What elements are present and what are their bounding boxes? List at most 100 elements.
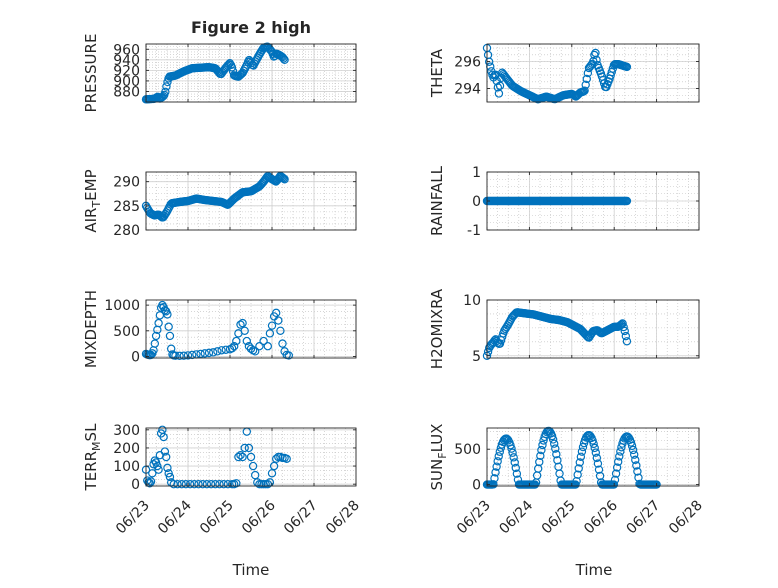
data-point	[238, 452, 247, 462]
data-point	[535, 457, 544, 467]
data-point	[581, 80, 590, 90]
y-axis-label-part: H2OMIXRA	[428, 288, 446, 369]
data-point	[628, 445, 638, 455]
data-point	[171, 351, 180, 360]
data-point	[592, 55, 601, 65]
data-point	[507, 444, 516, 453]
data-point	[213, 347, 222, 356]
x-tick-label: 06/25	[197, 498, 237, 538]
data-point	[151, 331, 161, 341]
data-point	[595, 471, 605, 481]
data-point	[227, 344, 237, 353]
y-tick-label: 500	[113, 324, 140, 340]
x-tick-label: 06/24	[155, 497, 195, 537]
data-point	[633, 467, 642, 476]
data-point	[512, 469, 522, 478]
y-tick-label: 880	[113, 84, 140, 100]
data-point	[580, 86, 589, 95]
y-tick-label: 0	[472, 194, 481, 210]
y-axis-label-part: SL	[82, 423, 100, 442]
data-point	[160, 447, 170, 456]
data-point	[263, 479, 272, 489]
data-point	[621, 331, 631, 341]
data-point	[617, 320, 626, 329]
y-axis-label-part: EMP	[82, 169, 100, 200]
data-point	[594, 465, 604, 474]
y-axis-label: RAINFALL	[428, 165, 446, 236]
y-tick-label: 280	[113, 223, 140, 239]
y-axis-label-part: RAINFALL	[428, 165, 446, 236]
subplot-sun_flux: 0 500 06/23 06/24 06/25 06/26 06/27 06/28 SUNFLU…	[428, 424, 706, 538]
data-point	[154, 465, 163, 474]
data-point	[494, 452, 503, 461]
data-point	[612, 463, 622, 472]
data-point	[495, 81, 505, 90]
data-point	[622, 337, 632, 346]
data-point	[550, 439, 559, 448]
data-point	[622, 62, 632, 72]
y-axis-label: SUNFLUX	[428, 424, 449, 491]
data-point	[162, 82, 171, 91]
data-point	[574, 464, 583, 473]
data-point	[280, 55, 289, 65]
data-point	[190, 479, 199, 489]
data-point	[626, 438, 636, 447]
subplot-terr_msl: 0 100 200 300 06/23 06/24 06/25 06/26 06/27 06/28…	[82, 423, 363, 538]
data-point	[163, 310, 172, 319]
y-tick-label: 296	[454, 55, 481, 71]
data-point	[164, 469, 173, 478]
data-point	[652, 480, 661, 489]
data-point	[610, 475, 620, 485]
data-point	[282, 454, 291, 464]
data-point	[198, 479, 207, 489]
y-tick-label: 500	[454, 442, 481, 458]
y-axis-label-subscript: M	[90, 441, 103, 451]
y-tick-label: 0	[131, 349, 140, 365]
data-point	[236, 450, 245, 460]
axes-box	[145, 427, 357, 487]
data-point	[278, 173, 287, 182]
data-point	[175, 351, 184, 361]
data-point	[493, 457, 502, 466]
x-tick-label: 06/23	[454, 498, 494, 538]
data-point	[204, 348, 214, 358]
data-point	[158, 92, 168, 101]
y-axis-label-part: TERR	[82, 451, 100, 492]
data-point	[575, 458, 585, 467]
data-point	[161, 87, 170, 97]
data-point	[536, 451, 545, 461]
data-point	[491, 468, 500, 477]
data-point	[158, 300, 167, 310]
y-tick-label: 940	[113, 53, 140, 69]
data-point	[217, 346, 226, 355]
subplot-air_temp: 280 285 290 AIRTEMP	[82, 169, 357, 239]
y-axis-label-part: PRESSURE	[82, 34, 100, 113]
y-tick-label: 300	[113, 423, 140, 439]
data-point	[246, 452, 256, 462]
data-point	[240, 326, 249, 335]
subplot-rainfall: -1 0 1 RAINFALL	[428, 165, 700, 239]
data-point	[173, 479, 182, 489]
x-tick-label: 06/27	[624, 498, 664, 538]
y-tick-label: 10	[463, 293, 481, 309]
y-tick-label: 960	[113, 42, 140, 58]
data-point	[538, 440, 547, 450]
x-tick-label: 06/24	[496, 497, 536, 537]
data-point	[150, 456, 160, 465]
data-point	[165, 331, 175, 341]
data-point	[187, 350, 197, 360]
data-point	[632, 461, 641, 470]
x-tick-label: 06/25	[539, 498, 579, 538]
y-tick-label: 290	[113, 175, 140, 191]
data-point	[586, 61, 596, 70]
data-point	[223, 61, 232, 70]
data-point	[493, 83, 503, 92]
y-tick-label: 900	[113, 74, 140, 90]
data-point	[508, 448, 517, 457]
y-tick-label: 920	[113, 63, 140, 79]
data-point	[259, 336, 268, 346]
data-point	[492, 462, 501, 471]
data-point	[618, 319, 627, 328]
data-point	[547, 431, 557, 441]
